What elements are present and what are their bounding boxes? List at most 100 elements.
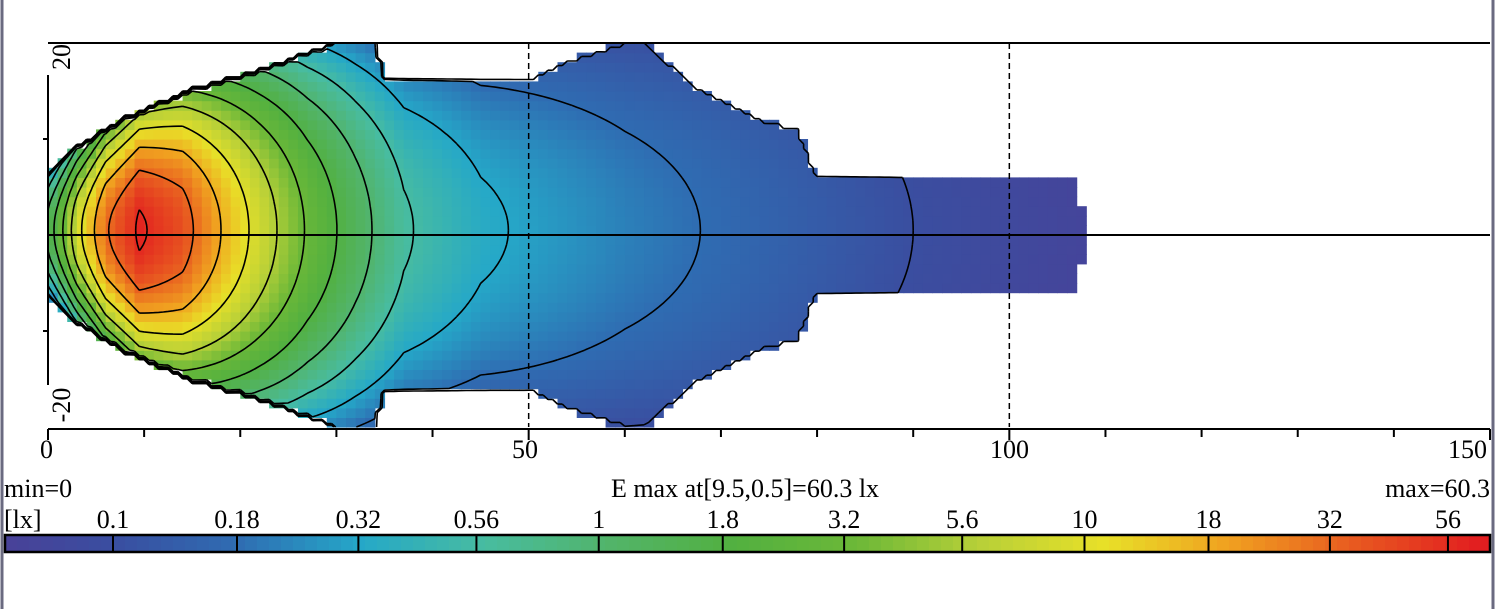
heatmap-cell [615, 100, 626, 111]
heatmap-cell [240, 321, 251, 332]
heatmap-cell [470, 225, 482, 236]
heatmap-cell [778, 331, 789, 342]
heatmap-cell [230, 379, 241, 390]
heatmap-cell [519, 91, 530, 102]
heatmap-cell [355, 158, 366, 169]
heatmap-cell [663, 81, 674, 92]
heatmap-cell [701, 158, 712, 169]
heatmap-cell [576, 52, 587, 63]
heatmap-cell [567, 331, 578, 342]
heatmap-cell [470, 177, 482, 188]
heatmap-cell [365, 388, 376, 399]
heatmap-cell [740, 158, 751, 169]
heatmap-cell [624, 91, 636, 102]
heatmap-cell [788, 177, 799, 188]
heatmap-cell [576, 139, 587, 150]
heatmap-cell [663, 139, 674, 150]
heatmap-cell [624, 417, 636, 428]
heatmap-cell [836, 177, 847, 188]
heatmap-cell [1047, 244, 1058, 255]
heatmap-cell [163, 244, 174, 255]
heatmap-cell [1009, 273, 1020, 284]
heatmap-cell [355, 52, 366, 63]
heatmap-cell [317, 215, 328, 226]
colorbar-swatch [137, 535, 150, 552]
heatmap-cell [48, 177, 59, 188]
heatmap-cell [374, 177, 386, 188]
heatmap-cell [817, 235, 828, 246]
heatmap-cell [201, 100, 213, 111]
colorbar-swatch [545, 535, 558, 552]
heatmap-cell [769, 331, 780, 342]
heatmap-cell [634, 215, 645, 226]
heatmap-cell [432, 167, 443, 178]
heatmap-cell [692, 100, 703, 111]
heatmap-cell [778, 263, 789, 274]
colorbar-swatch [1025, 535, 1038, 552]
heatmap-cell [413, 225, 424, 236]
heatmap-cell [605, 283, 616, 294]
heatmap-cell [644, 311, 655, 322]
heatmap-cell [634, 263, 645, 274]
heatmap-cell [499, 139, 511, 150]
heatmap-cell [922, 263, 934, 274]
heatmap-cell [374, 225, 386, 236]
heatmap-cell [807, 187, 818, 198]
heatmap-cell [951, 235, 962, 246]
heatmap-cell [644, 388, 655, 399]
heatmap-cell [538, 196, 549, 207]
heatmap-cell [653, 91, 664, 102]
heatmap-cell [644, 225, 655, 236]
heatmap-cell [490, 369, 501, 380]
heatmap-cell [259, 91, 270, 102]
heatmap-cell [461, 110, 472, 121]
heatmap-cell [538, 331, 549, 342]
heatmap-cell [153, 100, 164, 111]
heatmap-cell [547, 206, 559, 217]
heatmap-cell [855, 235, 866, 246]
heatmap-cell [490, 119, 501, 130]
heatmap-cell [326, 292, 337, 303]
heatmap-cell [672, 359, 684, 370]
heatmap-cell [432, 302, 443, 313]
heatmap-cell [557, 196, 568, 207]
heatmap-cell [249, 206, 261, 217]
heatmap-cell [807, 206, 818, 217]
heatmap-cell [769, 321, 780, 332]
heatmap-cell [192, 292, 203, 303]
heatmap-cell [384, 350, 395, 361]
heatmap-cell [480, 148, 491, 159]
heatmap-cell [519, 196, 530, 207]
heatmap-cell [980, 273, 991, 284]
heatmap-cell [1057, 215, 1068, 226]
heatmap-cell [769, 244, 780, 255]
heatmap-cell [547, 302, 559, 313]
heatmap-cell [692, 139, 703, 150]
heatmap-cell [903, 273, 914, 284]
heatmap-cell [961, 225, 972, 236]
heatmap-cell [595, 196, 607, 207]
heatmap-cell [346, 398, 357, 409]
heatmap-cell [182, 340, 193, 351]
heatmap-cell [96, 244, 107, 255]
heatmap-cell [711, 350, 722, 361]
heatmap-cell [451, 244, 462, 255]
heatmap-cell [1018, 215, 1030, 226]
heatmap-cell [1038, 244, 1049, 255]
heatmap-cell [605, 244, 616, 255]
heatmap-cell [740, 187, 751, 198]
heatmap-cell [403, 129, 414, 140]
heatmap-cell [105, 321, 116, 332]
heatmap-cell [326, 283, 337, 294]
heatmap-cell [595, 235, 607, 246]
heatmap-cell [432, 340, 443, 351]
heatmap-cell [403, 139, 414, 150]
heatmap-cell [624, 311, 636, 322]
heatmap-cell [317, 263, 328, 274]
heatmap-cell [249, 283, 261, 294]
heatmap-cell [240, 302, 251, 313]
heatmap-cell [201, 283, 213, 294]
heatmap-cell [451, 158, 462, 169]
heatmap-cell [932, 225, 943, 236]
heatmap-cell [451, 148, 462, 159]
